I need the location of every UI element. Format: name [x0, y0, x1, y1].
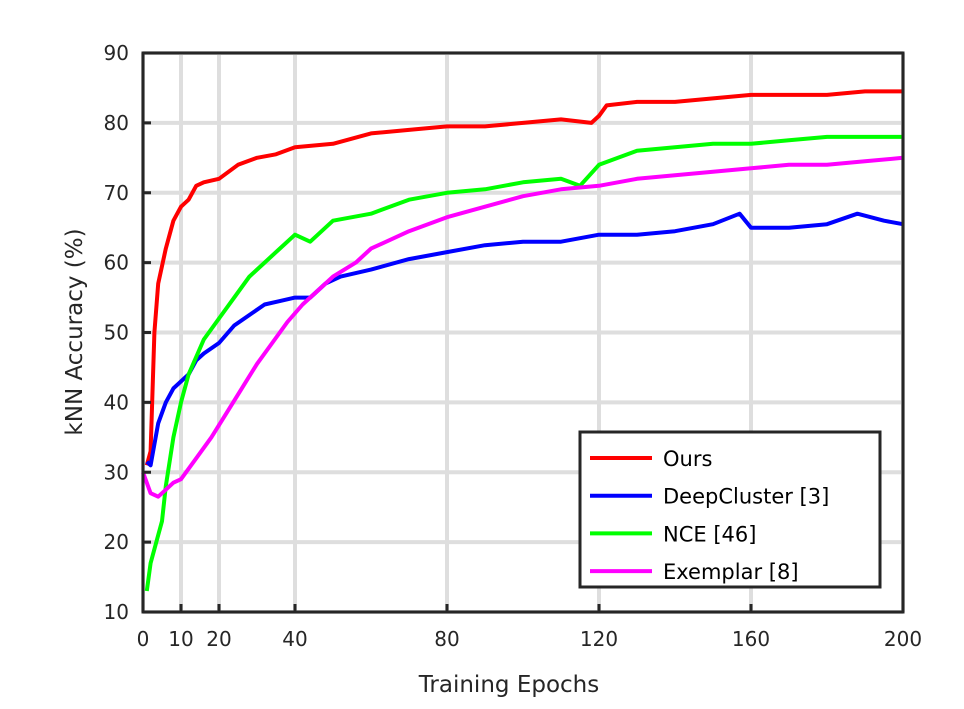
x-tick-label: 160: [732, 627, 770, 651]
x-axis-label: Training Epochs: [418, 672, 599, 698]
y-tick-label: 20: [104, 530, 129, 554]
series-line-3: [141, 155, 904, 499]
x-tick-label: 120: [580, 627, 618, 651]
y-axis-label: kNN Accuracy (%): [62, 228, 88, 435]
legend-label-1: DeepCluster [3]: [663, 485, 829, 509]
x-tick-label: 40: [282, 627, 307, 651]
series-line-0: [144, 89, 903, 466]
series-lines: [141, 89, 904, 592]
x-tick-label: 200: [884, 627, 922, 651]
x-tick-label: 20: [206, 627, 231, 651]
x-tick-label: 0: [137, 627, 150, 651]
legend-label-3: Exemplar [8]: [663, 560, 799, 584]
y-tick-label: 10: [104, 600, 129, 624]
y-tick-label: 80: [104, 111, 129, 135]
legend: Ours DeepCluster [3] NCE [46] Exemplar [8]: [578, 430, 882, 589]
series-line-1: [145, 211, 904, 468]
x-tick-label: 80: [434, 627, 459, 651]
legend-label-0: Ours: [663, 447, 712, 471]
y-tick-label: 90: [104, 41, 129, 65]
y-tick-label: 30: [104, 460, 129, 484]
series-line-2: [144, 134, 903, 592]
y-tick-label: 50: [104, 321, 129, 345]
y-tick-label: 70: [104, 181, 129, 205]
x-tick-label: 10: [168, 627, 193, 651]
y-tick-label: 40: [104, 390, 129, 414]
legend-label-2: NCE [46]: [663, 522, 756, 546]
ticks: 0 10 20 40 80 120 160 200 10 20 30 40 50 60 70 80 90: [104, 41, 923, 651]
y-tick-label: 60: [104, 251, 129, 275]
